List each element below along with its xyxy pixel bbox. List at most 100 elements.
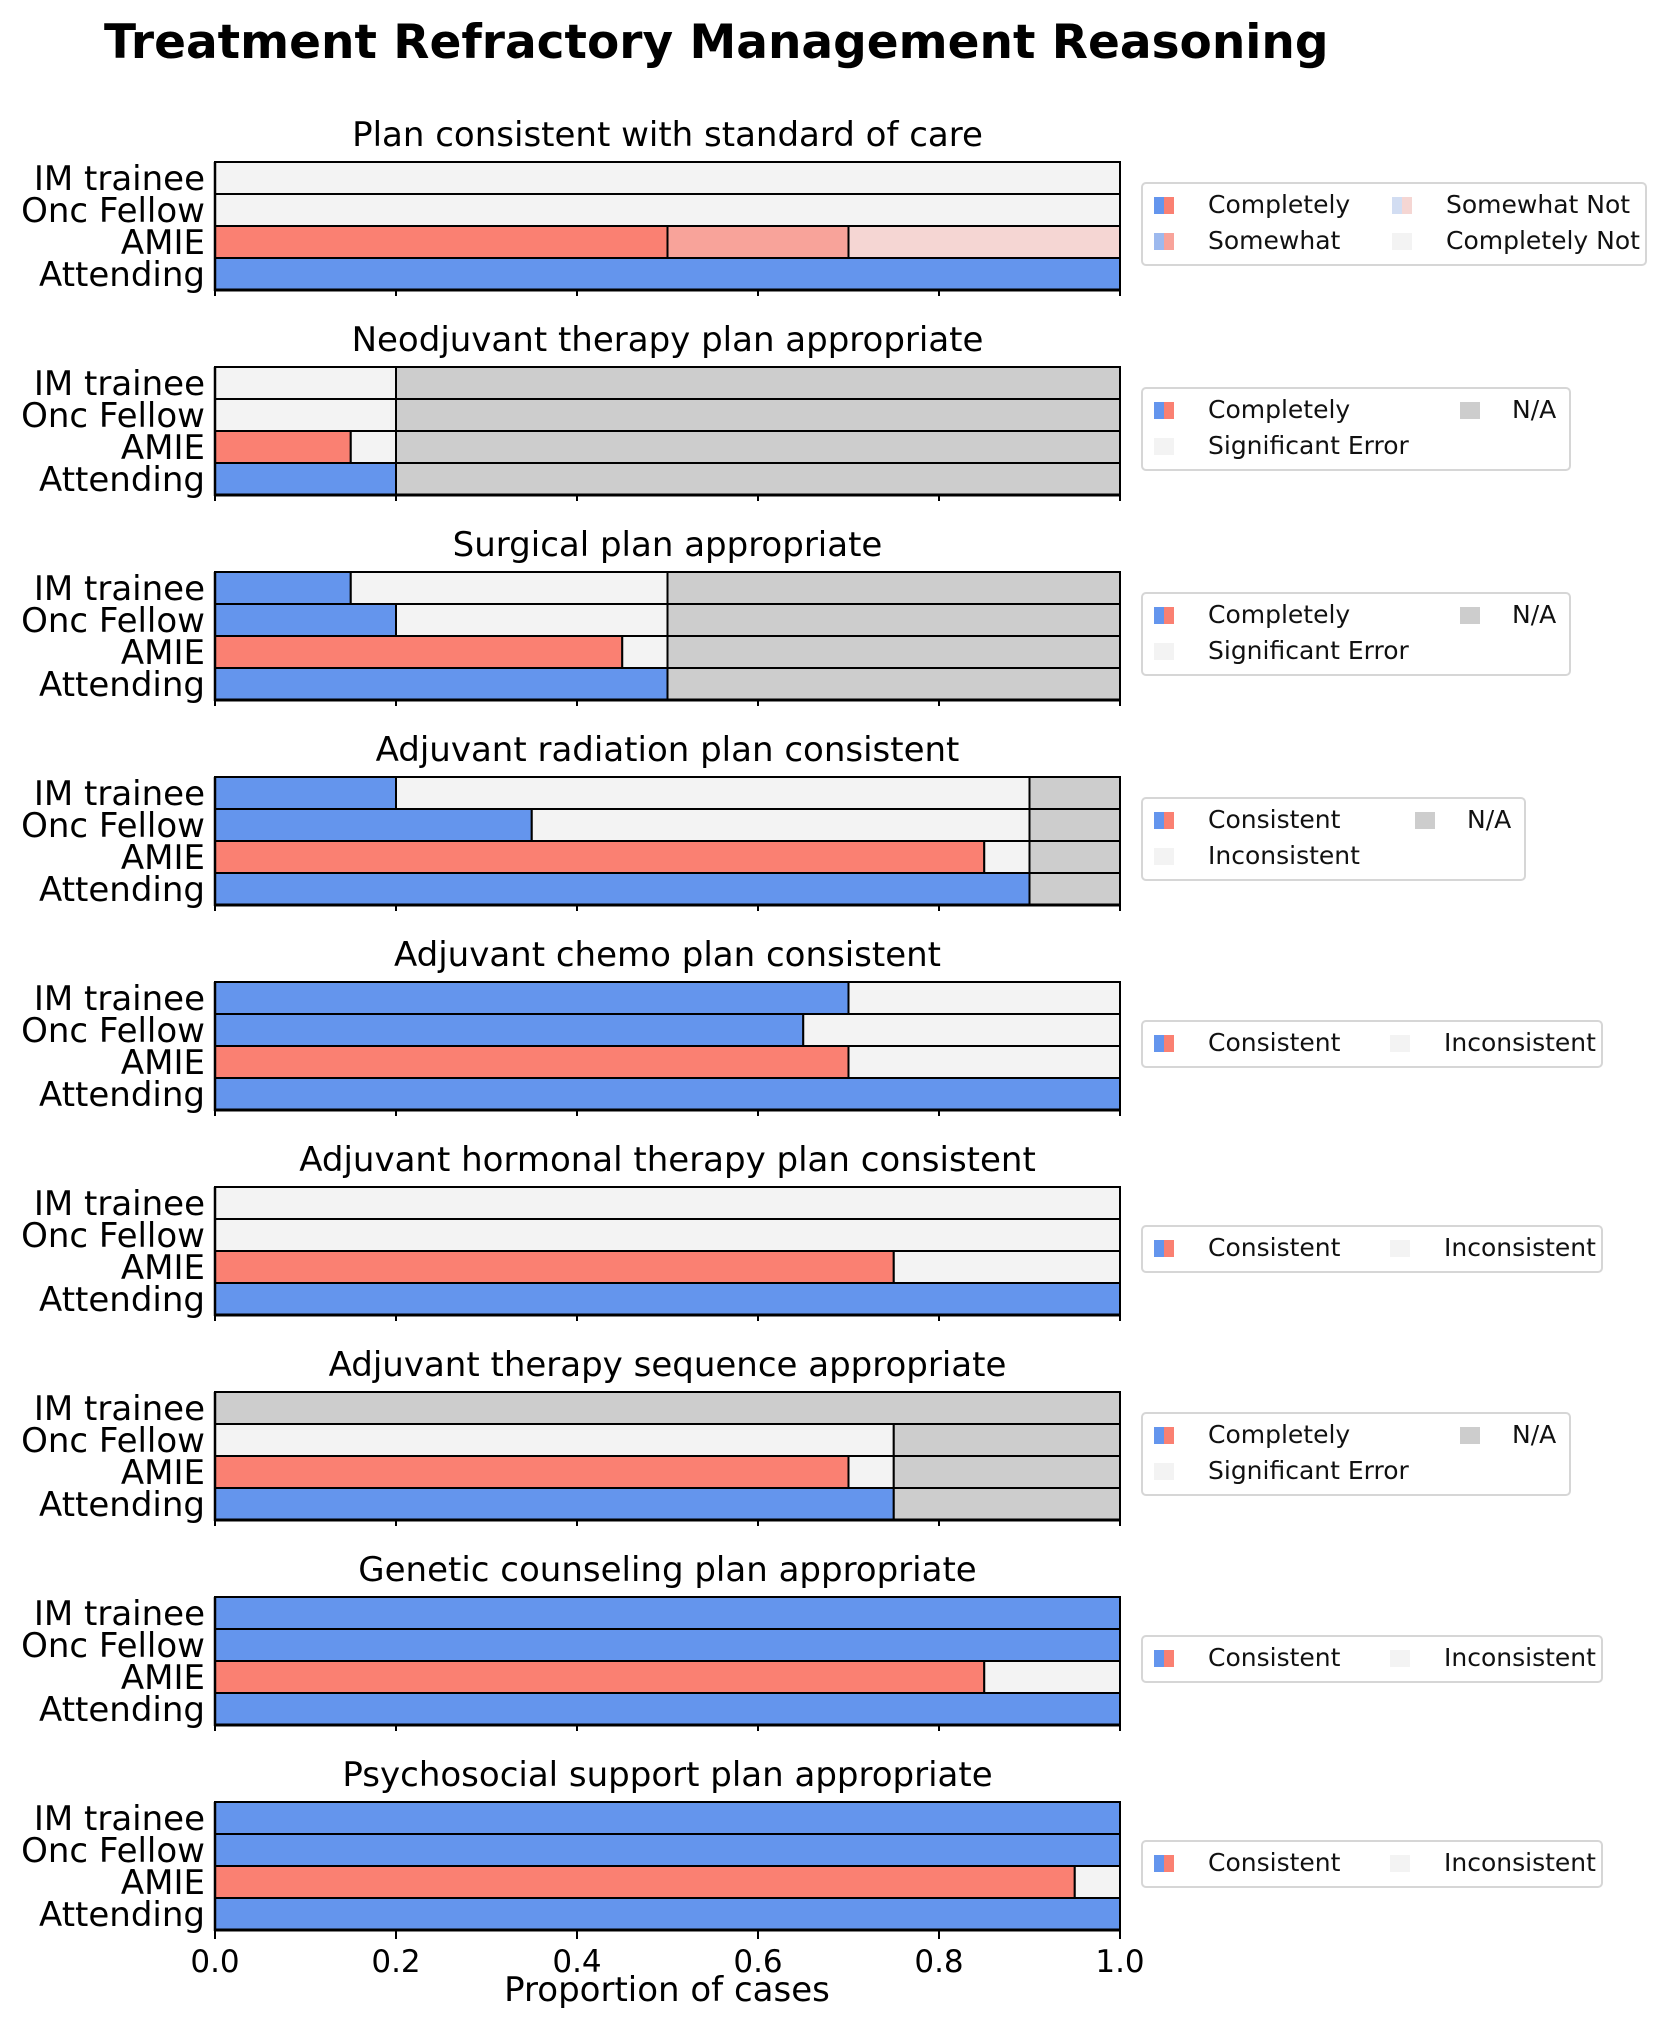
bar-attending-consistent <box>214 1692 1121 1726</box>
y-tick-label: Onc Fellow <box>21 191 205 231</box>
y-tick-label: AMIE <box>121 223 205 263</box>
bar-amie-significant-error <box>349 430 397 464</box>
legend-completely-swatch-human <box>1154 607 1164 624</box>
panel-title: Genetic counseling plan appropriate <box>358 1550 976 1590</box>
legend-label-completely-not: Completely Not <box>1446 226 1640 255</box>
bar-attending-consistent <box>214 872 1031 906</box>
legend-consistent-swatch-human <box>1154 1650 1164 1667</box>
bar-amie-n-a <box>892 1455 1121 1489</box>
legend-label-n-a: N/A <box>1512 395 1556 424</box>
bar-im-trainee-n-a <box>1028 776 1121 810</box>
y-tick-label: AMIE <box>121 1863 205 1903</box>
legend-label-inconsistent: Inconsistent <box>1444 1028 1596 1057</box>
legend-completely-swatch <box>1154 607 1174 624</box>
x-tick-label: 0.6 <box>733 1944 782 1980</box>
legend-consistent-swatch-amie <box>1164 812 1174 829</box>
legend-label-n-a: N/A <box>1512 1420 1556 1449</box>
legend-label-consistent: Consistent <box>1208 1643 1341 1672</box>
bar-amie-somewhat-not <box>847 225 1121 259</box>
y-tick-label: Onc Fellow <box>21 1421 205 1461</box>
bar-onc-fellow-completely-not <box>214 193 1121 227</box>
bar-onc-fellow-significant-error <box>214 1423 895 1457</box>
y-tick-label: Attending <box>39 1280 205 1320</box>
legend-label-inconsistent: Inconsistent <box>1208 841 1360 870</box>
y-tick-label: Attending <box>39 665 205 705</box>
bar-im-trainee-consistent <box>214 981 850 1015</box>
bar-attending-consistent <box>214 1077 1121 1111</box>
legend-somewhat-not-swatch-human <box>1392 197 1402 214</box>
legend-label-completely: Completely <box>1208 190 1350 219</box>
bar-im-trainee-consistent <box>214 1596 1121 1630</box>
bar-amie-completely <box>214 1455 850 1489</box>
legend-label-inconsistent: Inconsistent <box>1444 1643 1596 1672</box>
legend-somewhat-not-swatch-amie <box>1402 197 1412 214</box>
x-tick-label: 0.4 <box>552 1944 601 1980</box>
legend-consistent-swatch <box>1154 1240 1174 1257</box>
bar-im-trainee-significant-error <box>349 571 669 605</box>
y-tick-label: Onc Fellow <box>21 601 205 641</box>
legend-label-consistent: Consistent <box>1208 1233 1341 1262</box>
bar-onc-fellow-inconsistent <box>214 1218 1121 1252</box>
panel-adjuvant-hormonal-therapy-plan-consistent: Adjuvant hormonal therapy plan consisten… <box>21 1140 1603 1321</box>
legend-label-significant-error: Significant Error <box>1208 636 1410 665</box>
bar-amie-completely <box>214 430 352 464</box>
y-tick-label: IM trainee <box>34 159 205 199</box>
legend-somewhat-swatch-human <box>1154 233 1164 250</box>
legend-consistent-swatch-human <box>1154 1035 1164 1052</box>
panel-plan-consistent-with-standard-of-care: Plan consistent with standard of care IM … <box>21 115 1647 296</box>
bar-attending-completely <box>214 257 1121 291</box>
y-tick-label: IM trainee <box>34 1389 205 1429</box>
legend-completely-swatch <box>1154 1427 1174 1444</box>
legend-inconsistent-swatch <box>1154 848 1174 865</box>
legend-significant-error-swatch-fill <box>1154 643 1174 660</box>
bar-attending-n-a <box>395 462 1121 496</box>
bar-amie-n-a <box>1028 840 1121 874</box>
legend-label-consistent: Consistent <box>1208 1028 1341 1057</box>
legend-inconsistent-swatch <box>1390 1855 1410 1872</box>
panel-neodjuvant-therapy-plan-appropriate: Neodjuvant therapy plan appropriate IM tr… <box>21 320 1571 501</box>
legend-completely-swatch-human <box>1154 1427 1164 1444</box>
legend: Consistent Inconsistent <box>1141 1840 1603 1888</box>
y-tick-label: AMIE <box>121 1658 205 1698</box>
y-tick-label: AMIE <box>121 633 205 673</box>
legend-inconsistent-swatch <box>1390 1035 1410 1052</box>
bar-im-trainee-completely <box>214 571 352 605</box>
legend-n-a-swatch <box>1460 607 1480 624</box>
bar-amie-n-a <box>666 635 1121 669</box>
legend-n-a-swatch-fill <box>1460 607 1480 624</box>
panel-genetic-counseling-plan-appropriate: Genetic counseling plan appropriate IM tr… <box>21 1550 1603 1731</box>
panels: Plan consistent with standard of care IM … <box>21 115 1647 1936</box>
panel-title: Adjuvant therapy sequence appropriate <box>329 1345 1007 1385</box>
legend: Completely Significant Error N/A <box>1141 1412 1571 1496</box>
figure-title: Treatment Refractory Management Reasonin… <box>104 15 1329 70</box>
y-tick-label: AMIE <box>121 1043 205 1083</box>
legend-inconsistent-swatch-fill <box>1154 848 1174 865</box>
legend-consistent-swatch <box>1154 1855 1174 1872</box>
legend-n-a-swatch <box>1460 402 1480 419</box>
bar-attending-consistent <box>214 1897 1121 1931</box>
y-tick-label: AMIE <box>121 1248 205 1288</box>
legend-inconsistent-swatch-fill <box>1390 1855 1410 1872</box>
y-tick-label: IM trainee <box>34 1184 205 1224</box>
panel-title: Psychosocial support plan appropriate <box>342 1755 992 1795</box>
legend-significant-error-swatch-fill <box>1154 1463 1174 1480</box>
x-axis-label: Proportion of cases <box>504 1970 830 2010</box>
legend-somewhat-swatch-amie <box>1164 233 1174 250</box>
legend-inconsistent-swatch-fill <box>1390 1035 1410 1052</box>
y-tick-label: Onc Fellow <box>21 1831 205 1871</box>
bar-attending-n-a <box>1028 872 1121 906</box>
legend-n-a-swatch <box>1415 812 1435 829</box>
bar-im-trainee-inconsistent <box>847 981 1121 1015</box>
bar-onc-fellow-consistent <box>214 1013 805 1047</box>
legend-frame <box>1141 1020 1603 1068</box>
bar-amie-inconsistent <box>983 840 1031 874</box>
legend: Completely Significant Error N/A <box>1141 592 1571 676</box>
y-tick-label: IM trainee <box>34 1594 205 1634</box>
legend-label-significant-error: Significant Error <box>1208 1456 1410 1485</box>
x-tick-label: 0.8 <box>914 1944 963 1980</box>
legend-label-n-a: N/A <box>1467 805 1511 834</box>
bar-amie-somewhat <box>666 225 850 259</box>
legend-n-a-swatch-fill <box>1460 1427 1480 1444</box>
x-tick-label: 1.0 <box>1095 1944 1144 1980</box>
